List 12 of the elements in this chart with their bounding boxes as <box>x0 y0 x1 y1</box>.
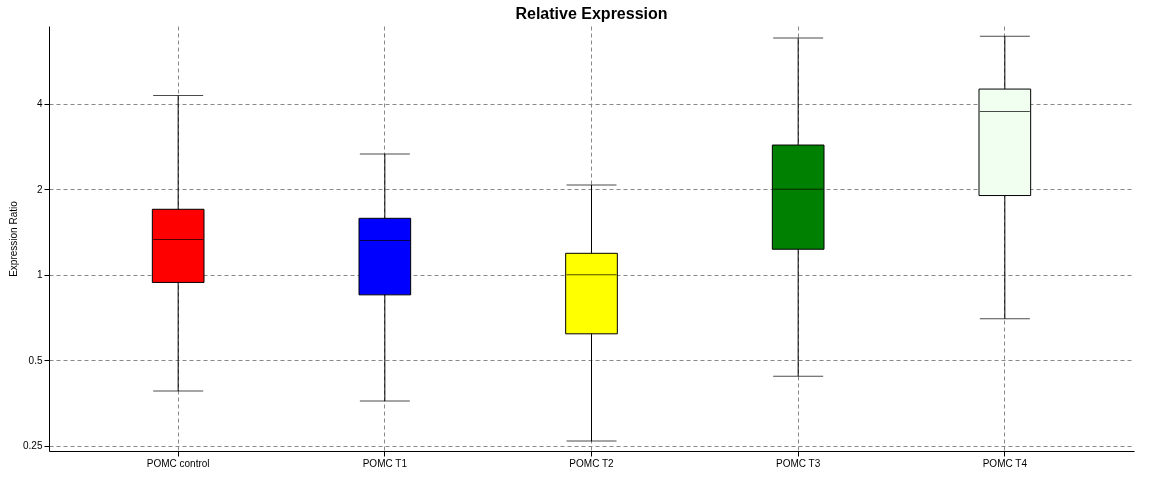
y-tick-label: 2 <box>36 183 43 195</box>
x-tick-label: POMC T3 <box>776 457 821 469</box>
y-tick-label: 0.5 <box>28 354 43 366</box>
x-tick-label: POMC control <box>146 457 210 469</box>
y-tick-label: 0.25 <box>23 440 43 452</box>
x-tick-label: POMC T2 <box>569 457 615 469</box>
y-tick-label: 4 <box>36 98 43 110</box>
x-tick-label: POMC T4 <box>982 457 1028 469</box>
y-axis-title: Expression Ratio <box>8 200 20 277</box>
y-tick-label: 1 <box>36 269 43 281</box>
chart-title: Relative Expression <box>515 5 668 22</box>
x-tick-label: POMC T1 <box>362 457 408 469</box>
